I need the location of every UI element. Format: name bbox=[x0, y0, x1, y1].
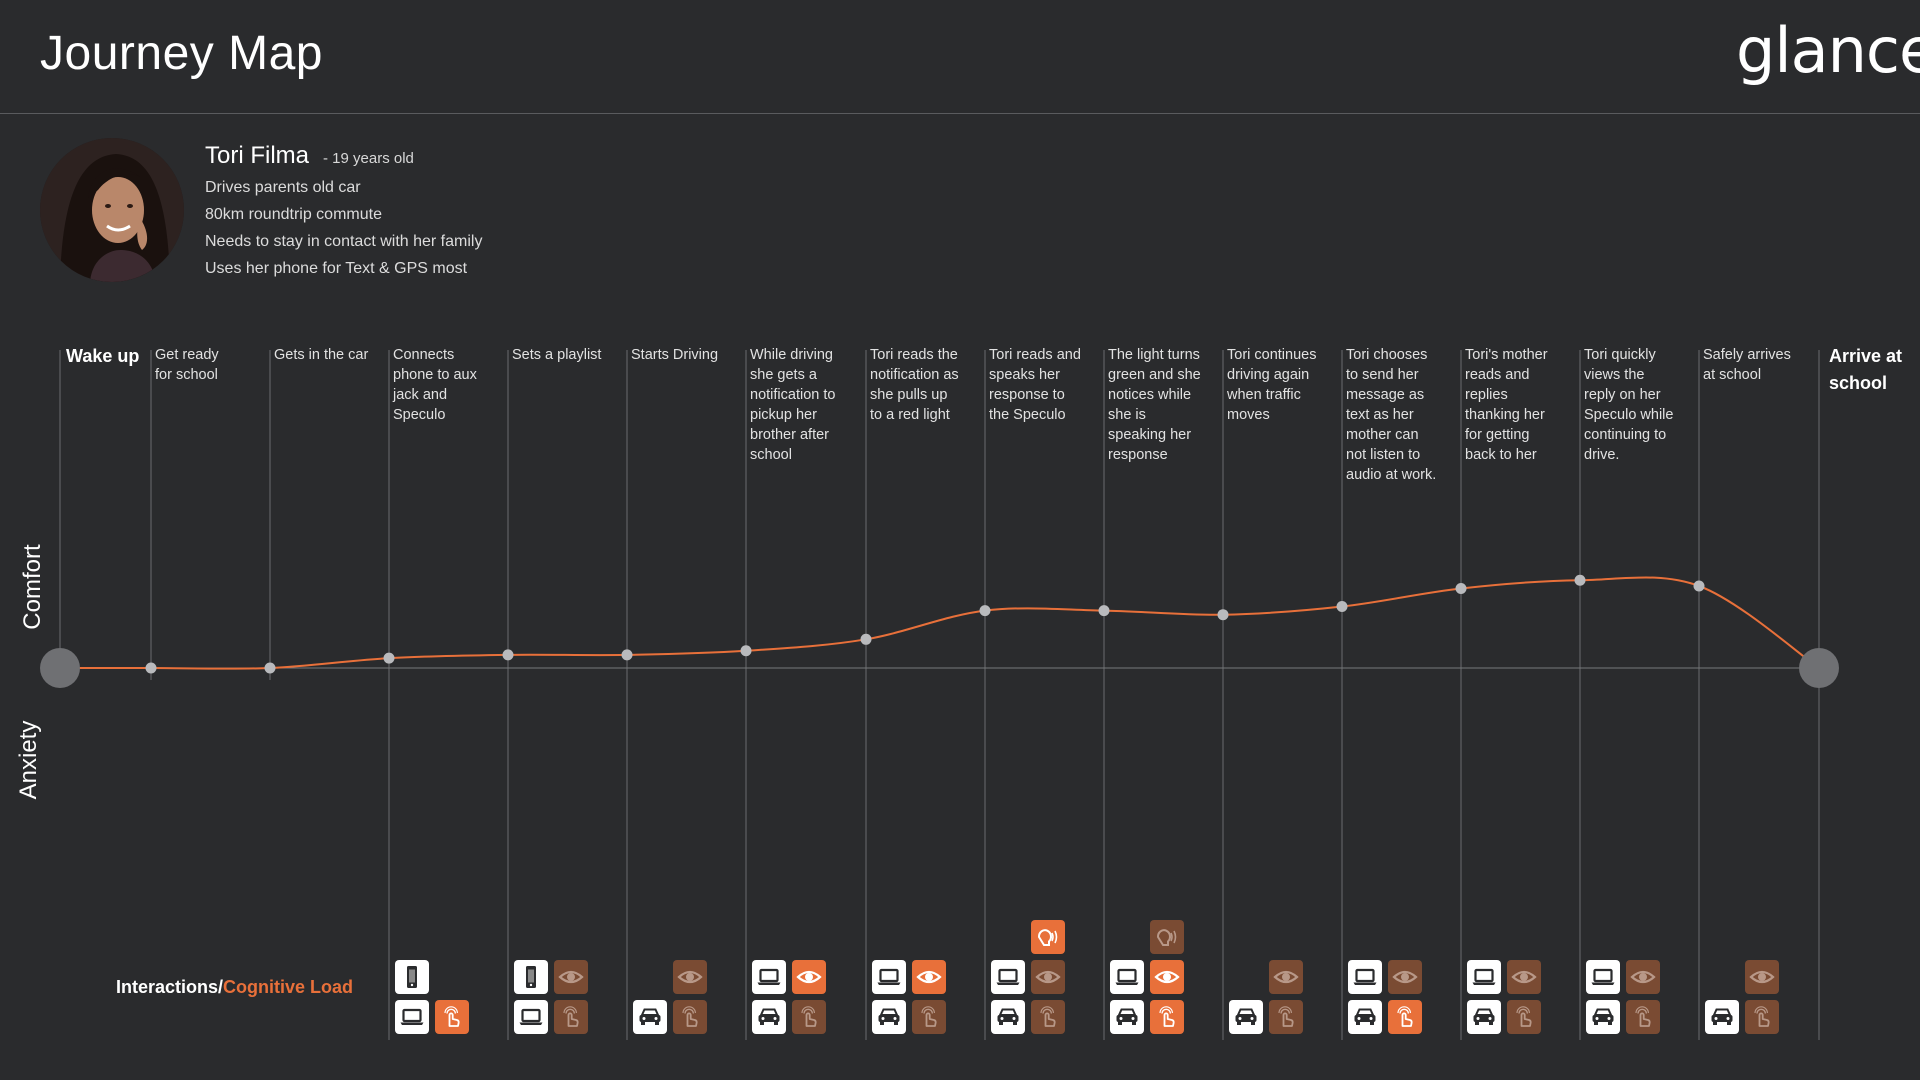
laptop-icon bbox=[395, 1000, 429, 1034]
touch-icon bbox=[554, 1000, 588, 1034]
step-description: Gets in the car bbox=[274, 347, 369, 363]
car-icon bbox=[1110, 1000, 1144, 1034]
eye-icon bbox=[792, 960, 826, 994]
laptop-icon bbox=[991, 960, 1025, 994]
eye-icon bbox=[554, 960, 588, 994]
car-icon bbox=[752, 1000, 786, 1034]
car-icon bbox=[633, 1000, 667, 1034]
voice-icon bbox=[1031, 920, 1065, 954]
laptop-icon bbox=[1348, 960, 1382, 994]
step-description: Tori chooses to send her message as text… bbox=[1346, 347, 1437, 483]
touch-icon bbox=[435, 1000, 469, 1034]
touch-icon bbox=[1388, 1000, 1422, 1034]
eye-icon bbox=[1388, 960, 1422, 994]
persona-details: Drives parents old car 80km roundtrip co… bbox=[205, 174, 482, 282]
journey-point bbox=[264, 662, 276, 674]
page-title: Journey Map bbox=[40, 27, 323, 80]
car-icon bbox=[991, 1000, 1025, 1034]
step-description: Sets a playlist bbox=[512, 347, 602, 363]
step-description: Tori's mother reads and replies thanking… bbox=[1465, 347, 1548, 463]
persona-age: - 19 years old bbox=[323, 150, 414, 167]
car-icon bbox=[1467, 1000, 1501, 1034]
comfort-curve bbox=[60, 576, 1820, 670]
car-icon bbox=[872, 1000, 906, 1034]
avatar-portrait bbox=[40, 138, 184, 282]
journey-point bbox=[740, 645, 752, 657]
persona-avatar bbox=[40, 138, 184, 282]
step-description: Tori reads and speaks her response to th… bbox=[989, 347, 1081, 423]
car-icon bbox=[1586, 1000, 1620, 1034]
header: Journey Map glance bbox=[0, 0, 1920, 114]
eye-icon bbox=[1031, 960, 1065, 994]
step-description: Tori reads the notification as she pulls… bbox=[870, 347, 959, 423]
journey-point bbox=[1455, 582, 1467, 594]
phone-icon bbox=[514, 960, 548, 994]
persona-detail: Uses her phone for Text & GPS most bbox=[205, 260, 468, 277]
journey-point bbox=[383, 652, 395, 664]
journey-point bbox=[979, 605, 991, 617]
journey-point bbox=[1217, 609, 1229, 621]
step-description: Connects phone to aux jack and Speculo bbox=[393, 347, 477, 423]
touch-icon bbox=[1745, 1000, 1779, 1034]
step-description: While driving she gets a notification to… bbox=[750, 347, 836, 463]
step-description: Get ready for school bbox=[155, 347, 219, 383]
car-icon bbox=[1348, 1000, 1382, 1034]
laptop-icon bbox=[872, 960, 906, 994]
car-icon bbox=[1705, 1000, 1739, 1034]
laptop-icon bbox=[1467, 960, 1501, 994]
touch-icon bbox=[1269, 1000, 1303, 1034]
persona-detail: Needs to stay in contact with her family bbox=[205, 233, 483, 250]
eye-icon bbox=[1745, 960, 1779, 994]
persona-detail: 80km roundtrip commute bbox=[205, 206, 382, 223]
car-icon bbox=[1229, 1000, 1263, 1034]
eye-icon bbox=[1269, 960, 1303, 994]
step-description: Tori continues driving again when traffi… bbox=[1227, 347, 1317, 423]
step-description: Safely arrives at school bbox=[1703, 347, 1791, 383]
laptop-icon bbox=[752, 960, 786, 994]
touch-icon bbox=[792, 1000, 826, 1034]
cognitive-load-label: Cognitive Load bbox=[223, 977, 354, 997]
step-description: Tori quickly views the reply on her Spec… bbox=[1584, 347, 1674, 463]
journey-endpoint-label: Arrive at school bbox=[1829, 346, 1903, 393]
eye-icon bbox=[912, 960, 946, 994]
glance-logo: glance bbox=[1736, 14, 1920, 87]
journey-point bbox=[621, 649, 633, 661]
journey-point bbox=[1336, 601, 1348, 612]
touch-icon bbox=[673, 1000, 707, 1034]
journey-point bbox=[1098, 605, 1110, 617]
eye-icon bbox=[1150, 960, 1184, 994]
touch-icon bbox=[1150, 1000, 1184, 1034]
laptop-icon bbox=[514, 1000, 548, 1034]
step-description: Starts Driving bbox=[631, 347, 719, 363]
voice-icon bbox=[1150, 920, 1184, 954]
eye-icon bbox=[1626, 960, 1660, 994]
journey-endpoint bbox=[1799, 648, 1839, 688]
persona-detail: Drives parents old car bbox=[205, 179, 361, 196]
interactions-label-prefix: Interactions/ bbox=[116, 977, 224, 997]
eye-icon bbox=[1507, 960, 1541, 994]
journey-point bbox=[502, 649, 514, 661]
touch-icon bbox=[912, 1000, 946, 1034]
journey-point bbox=[1574, 574, 1586, 586]
touch-icon bbox=[1626, 1000, 1660, 1034]
touch-icon bbox=[1031, 1000, 1065, 1034]
eye-icon bbox=[673, 960, 707, 994]
phone-icon bbox=[395, 960, 429, 994]
journey-point bbox=[860, 633, 872, 645]
laptop-icon bbox=[1586, 960, 1620, 994]
journey-point bbox=[145, 662, 157, 674]
step-description: The light turns green and she notices wh… bbox=[1108, 347, 1201, 463]
interactions-label: Interactions/Cognitive Load bbox=[116, 977, 353, 998]
journey-endpoint bbox=[40, 648, 80, 688]
persona-name: Tori Filma bbox=[205, 142, 310, 169]
touch-icon bbox=[1507, 1000, 1541, 1034]
laptop-icon bbox=[1110, 960, 1144, 994]
journey-endpoint-label: Wake up bbox=[66, 346, 140, 366]
journey-point bbox=[1693, 580, 1705, 592]
